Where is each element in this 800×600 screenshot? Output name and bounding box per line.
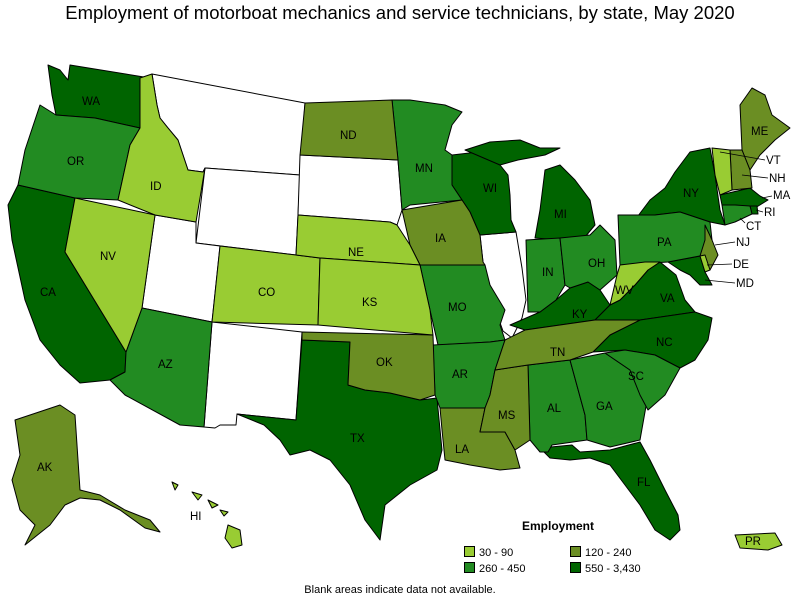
label-PA: PA [657,237,672,249]
state-TN[interactable] [494,319,641,371]
label-GA: GA [596,401,613,413]
label-ME: ME [751,126,769,138]
state-OH[interactable] [559,224,618,291]
state-MO[interactable] [419,264,506,346]
label-NV: NV [100,251,116,263]
legend-label: 30 - 90 [479,547,514,559]
label-MA: MA [773,190,791,202]
label-WI: WI [483,183,497,195]
state-FL[interactable] [539,441,681,541]
state-HI[interactable] [171,481,243,549]
label-CO: CO [258,287,275,299]
label-ND: ND [340,130,357,142]
label-CA: CA [40,287,56,299]
label-WA: WA [82,96,100,108]
label-AL: AL [547,403,562,415]
legend-swatch [570,546,581,557]
legend-item-bin4: 550 - 3,430 [570,562,641,575]
legend-item-bin1: 30 - 90 [464,546,513,559]
state-NM[interactable] [203,321,303,429]
label-AR: AR [452,369,468,381]
label-MS: MS [498,410,516,422]
label-AZ: AZ [158,359,173,371]
legend-swatch [570,562,581,573]
state-VT[interactable] [711,147,733,196]
label-RI: RI [764,207,776,219]
legend-item-bin3: 260 - 450 [464,562,525,575]
label-NH: NH [769,173,786,185]
legend-label: 120 - 240 [585,547,632,559]
label-CT: CT [746,221,761,233]
state-CT[interactable] [721,204,753,226]
state-WV[interactable] [609,261,661,306]
legend-swatch [464,562,475,573]
label-ID: ID [150,181,162,193]
label-MO: MO [448,302,467,314]
state-KS[interactable] [317,257,434,336]
label-FL: FL [637,477,651,489]
legend-item-bin2: 120 - 240 [570,546,631,559]
state-ND[interactable] [299,99,399,161]
state-SC[interactable] [604,349,681,411]
label-NJ: NJ [736,237,750,249]
label-MD: MD [736,278,754,290]
state-PR[interactable] [734,532,783,551]
state-OK[interactable] [301,331,436,401]
label-OK: OK [376,357,393,369]
label-TN: TN [550,347,565,359]
state-AZ[interactable] [109,307,213,428]
legend-title: Employment [522,519,595,533]
label-NC: NC [656,337,673,349]
map-title: Employment of motorboat mechanics and se… [65,2,735,23]
label-HI: HI [190,511,202,523]
label-LA: LA [455,444,469,456]
label-MN: MN [415,163,433,175]
state-WY[interactable] [195,167,301,256]
legend-label: 550 - 3,430 [585,563,641,575]
label-IN: IN [542,267,554,279]
footnote: Blank areas indicate data not available. [304,584,496,596]
label-WV: WV [615,285,634,297]
label-DE: DE [733,259,749,271]
state-MS[interactable] [479,364,531,451]
state-NV[interactable] [64,197,156,353]
label-OH: OH [588,258,605,270]
state-AK[interactable] [11,404,161,546]
label-NE: NE [348,247,364,259]
label-PR: PR [745,536,761,548]
label-KY: KY [572,309,588,321]
label-VA: VA [660,293,675,305]
state-SD[interactable] [297,154,403,226]
label-SC: SC [628,371,644,383]
state-NE[interactable] [295,214,421,266]
label-TX: TX [350,433,365,445]
label-IA: IA [435,233,446,245]
label-VT: VT [766,155,781,167]
label-NY: NY [683,188,699,200]
label-AK: AK [37,462,53,474]
state-DE[interactable] [699,254,711,273]
label-OR: OR [67,156,84,168]
state-MN[interactable] [391,99,463,211]
label-KS: KS [362,297,378,309]
legend-swatch [464,546,475,557]
state-CO[interactable] [211,245,321,326]
legend-label: 260 - 450 [479,563,526,575]
state-MI[interactable] [464,139,596,241]
state-ID[interactable] [117,73,206,223]
label-MI: MI [554,209,567,221]
